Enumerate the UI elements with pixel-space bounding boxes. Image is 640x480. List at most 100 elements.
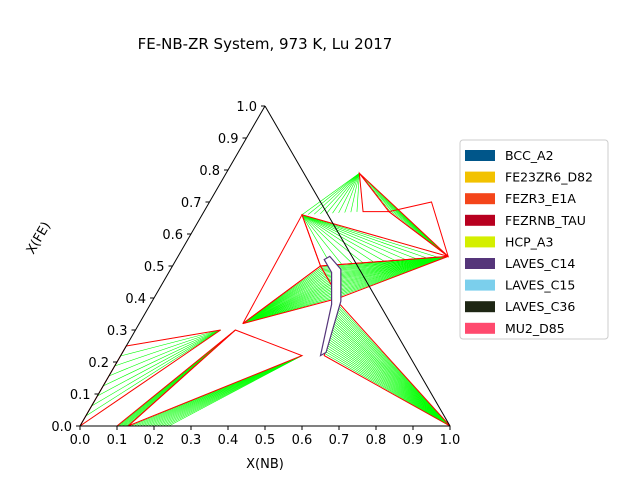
tie-line	[314, 172, 360, 215]
y-tick-label: 1.0	[236, 100, 257, 115]
legend-label: BCC_A2	[505, 148, 554, 163]
tie-line	[350, 173, 360, 213]
tie-line	[301, 214, 374, 263]
legend-swatch	[465, 150, 495, 161]
laves-c14-band	[319, 255, 342, 357]
tie-line	[301, 214, 438, 258]
tie-line	[332, 317, 451, 427]
tie-line	[114, 329, 221, 367]
x-tick-label: 0.7	[329, 433, 350, 448]
x-tick-label: 1.0	[440, 433, 461, 448]
legend: BCC_A2 FE23ZR6_D82 FEZR3_E1A FEZRNB_TAU HCP_…	[459, 139, 609, 340]
legend-label: LAVES_C15	[505, 278, 575, 293]
tie-line	[301, 214, 406, 260]
tie-line	[301, 214, 385, 262]
y-tick-label: 0.7	[181, 196, 202, 211]
tie-line	[91, 329, 221, 407]
legend-swatch	[465, 193, 495, 205]
tie-line	[301, 172, 360, 216]
y-tick-label: 0.1	[70, 388, 91, 403]
y-tick-label: 0.4	[125, 292, 146, 307]
tie-line	[168, 355, 303, 427]
tie-line	[356, 173, 360, 212]
tie-line	[85, 329, 221, 417]
legend-label: FEZR3_E1A	[505, 191, 576, 206]
three-phase-region	[387, 201, 450, 258]
x-tick-label: 0.8	[366, 433, 387, 448]
legend-label: MU2_D85	[505, 321, 565, 336]
tie-line	[301, 214, 332, 266]
legend-label: HCP_A3	[505, 234, 553, 249]
tie-line	[102, 329, 221, 387]
three-phase-region	[301, 214, 449, 267]
tie-line	[328, 334, 451, 427]
tie-line	[333, 313, 451, 427]
tie-line	[301, 214, 343, 265]
tie-line	[325, 351, 451, 427]
tie-line	[301, 214, 353, 264]
tick-layer: 0.00.0 0.1 0.1 0.2 0.2 0.3 0.3 0.4 0.4 0.5 0.5 0.6 0…	[51, 100, 460, 448]
tie-line	[335, 305, 451, 427]
tie-line	[334, 311, 451, 427]
x-tick-label: 0.2	[144, 433, 165, 448]
tie-line	[307, 172, 360, 215]
tie-line	[326, 346, 451, 427]
legend-frame	[459, 139, 609, 340]
x-tick-label: 0.5	[255, 433, 276, 448]
tie-line	[328, 336, 451, 427]
tie-line	[301, 214, 396, 261]
y-axis-label: X(FE)	[24, 219, 54, 257]
tie-line	[331, 323, 451, 427]
legend-swatch	[465, 279, 495, 291]
y-tick-label: 0.8	[199, 164, 220, 179]
y-tick-label: 0.0	[51, 420, 72, 435]
tie-line	[120, 329, 221, 357]
x-tick-label: 0.0	[70, 433, 91, 448]
tie-line	[330, 328, 451, 427]
tie-line	[344, 173, 360, 213]
phase-boundary-layer	[79, 171, 451, 427]
legend-swatch	[465, 258, 495, 269]
y-tick-label: 0.9	[218, 132, 239, 147]
tie-line	[332, 173, 360, 214]
x-tick-label: 0.3	[181, 433, 202, 448]
tie-line	[333, 315, 451, 427]
legend-swatch	[465, 322, 495, 334]
tie-line	[332, 319, 451, 427]
legend-label: LAVES_C36	[505, 299, 575, 314]
tie-line	[97, 329, 221, 397]
tie-line	[325, 349, 451, 427]
legend-swatch	[465, 214, 495, 226]
tie-line	[329, 330, 451, 427]
tie-line	[330, 326, 451, 427]
y-tick-label: 0.6	[162, 228, 183, 243]
tie-line	[301, 214, 417, 260]
axis-right	[264, 105, 451, 427]
tie-line	[301, 214, 364, 264]
x-tick-label: 0.1	[107, 433, 128, 448]
x-tick-label: 0.6	[292, 433, 313, 448]
tie-line	[338, 173, 360, 214]
tie-line	[331, 321, 451, 427]
y-tick-label: 0.2	[88, 356, 109, 371]
three-phase-region	[127, 329, 304, 427]
legend-label: LAVES_C14	[505, 256, 575, 271]
tie-line	[326, 173, 360, 214]
legend-label: FE23ZR6_D82	[505, 170, 593, 185]
y-tick-label: 0.5	[144, 260, 165, 275]
y-tick-label: 0.3	[107, 324, 128, 339]
x-tick-label: 0.4	[218, 433, 239, 448]
tie-line	[326, 344, 451, 427]
three-phase-region	[79, 329, 221, 427]
tie-line	[328, 338, 451, 427]
legend-label: FEZRNB_TAU	[505, 213, 586, 228]
legend-swatch	[465, 301, 495, 313]
tie-line	[320, 172, 360, 215]
tie-line	[334, 309, 451, 427]
tie-line	[329, 332, 451, 427]
legend-swatch	[465, 171, 495, 183]
tie-line	[301, 214, 427, 259]
tie-line	[108, 329, 221, 377]
tie-line	[335, 307, 451, 427]
